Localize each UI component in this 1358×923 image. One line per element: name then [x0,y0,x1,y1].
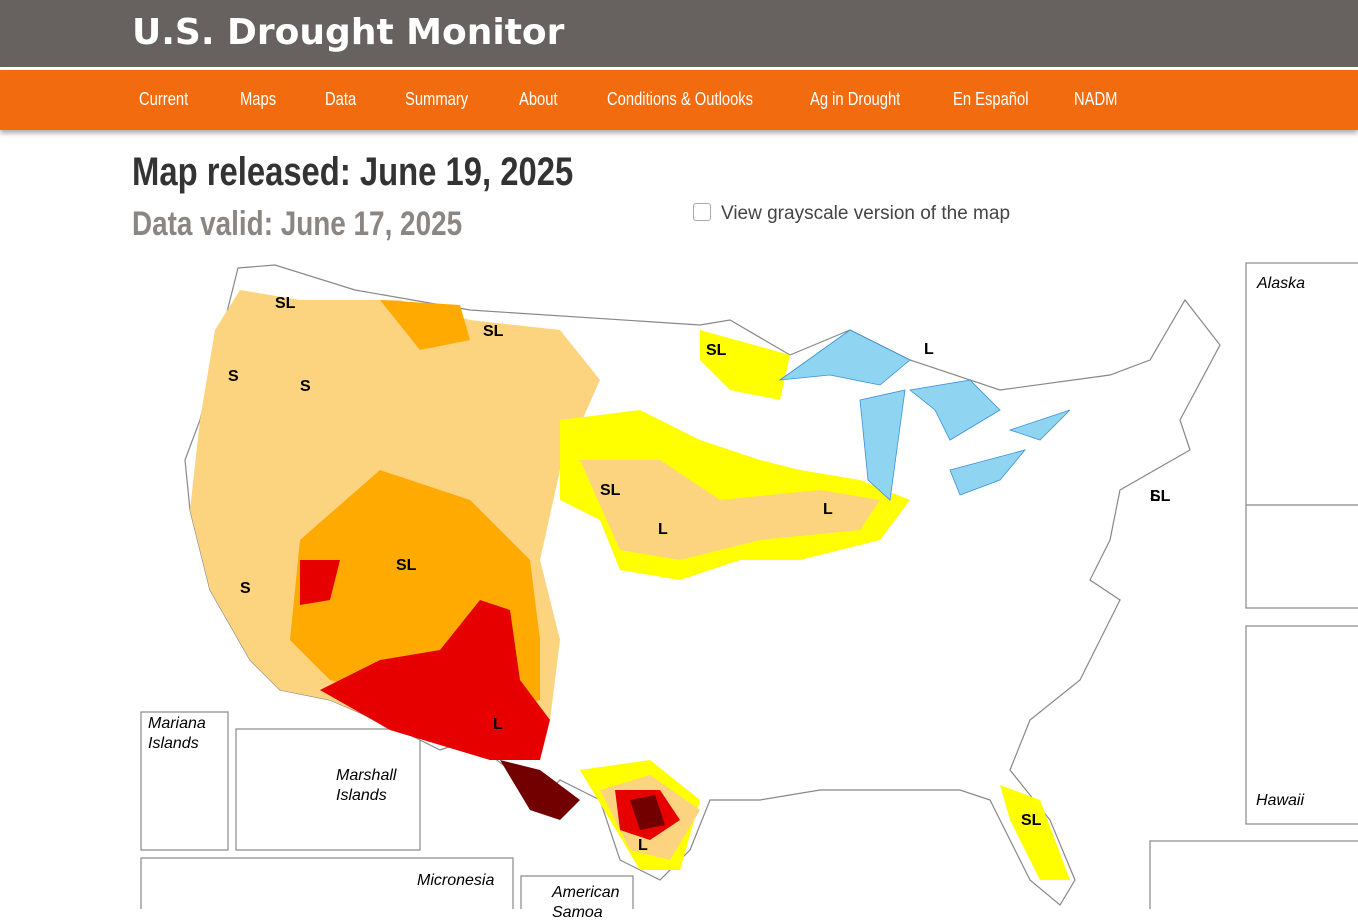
drought-d1 [580,460,880,860]
header: U.S. Drought Monitor [0,0,1358,67]
impact-label: L [638,837,648,854]
impact-label: L [658,521,668,538]
impact-label: L [924,341,934,358]
region-label: Marshall Islands [336,767,397,804]
inset-box [1149,840,1358,909]
inset-box [520,875,634,909]
inset-box [140,857,514,909]
impact-label: SL [483,323,504,340]
release-date: Map released: June 19, 2025 [132,150,574,194]
impact-label: SL [1021,812,1042,829]
checkbox-label[interactable]: View grayscale version of the map [721,203,1011,224]
region-label: Hawaii [1256,792,1305,809]
impact-label: L [1150,488,1160,505]
drought-d3 [300,560,680,840]
nav-bar: Current Maps Data Summary About Conditions & … [0,70,1358,130]
impact-label: SL [706,342,727,359]
nav-link[interactable]: Conditions & Outlooks [607,89,754,109]
region-label: American Samoa [552,884,620,921]
region-label: Micronesia [417,872,495,889]
nav-link[interactable]: Data [325,89,357,109]
site-title[interactable]: U.S. Drought Monitor [132,12,565,53]
valid-date: Data valid: June 17, 2025 [132,205,463,243]
impact-label: SL [275,295,296,312]
nav-link[interactable]: About [519,89,558,109]
inset-box [140,711,229,851]
nav-link[interactable]: En Español [953,89,1029,109]
impact-label: L [823,501,833,518]
impact-label: SL [1150,488,1171,505]
nav-link[interactable]: Maps [240,89,277,109]
nav-link[interactable]: NADM [1074,89,1118,109]
great-lakes [778,329,1071,501]
drought-d4 [500,760,665,830]
nav-link[interactable]: Summary [405,89,469,109]
region-label: Alaska [1257,275,1306,292]
impact-label: S [300,378,311,395]
grayscale-option[interactable]: View grayscale version of the map [693,203,1010,225]
inset-box [235,728,421,851]
nav-link[interactable]: Current [139,89,189,109]
impact-label: S [228,368,239,385]
impact-label: S [240,580,251,597]
region-label: Mariana Islands [148,715,206,752]
inset-box [1245,262,1358,609]
impact-label: L [493,716,503,733]
nav-link[interactable]: Ag in Drought [810,89,901,109]
drought-d0 [560,330,1070,880]
impact-label: SL [600,482,621,499]
impact-label: SL [396,557,417,574]
inset-box [1245,625,1358,825]
checkbox[interactable] [693,203,711,221]
